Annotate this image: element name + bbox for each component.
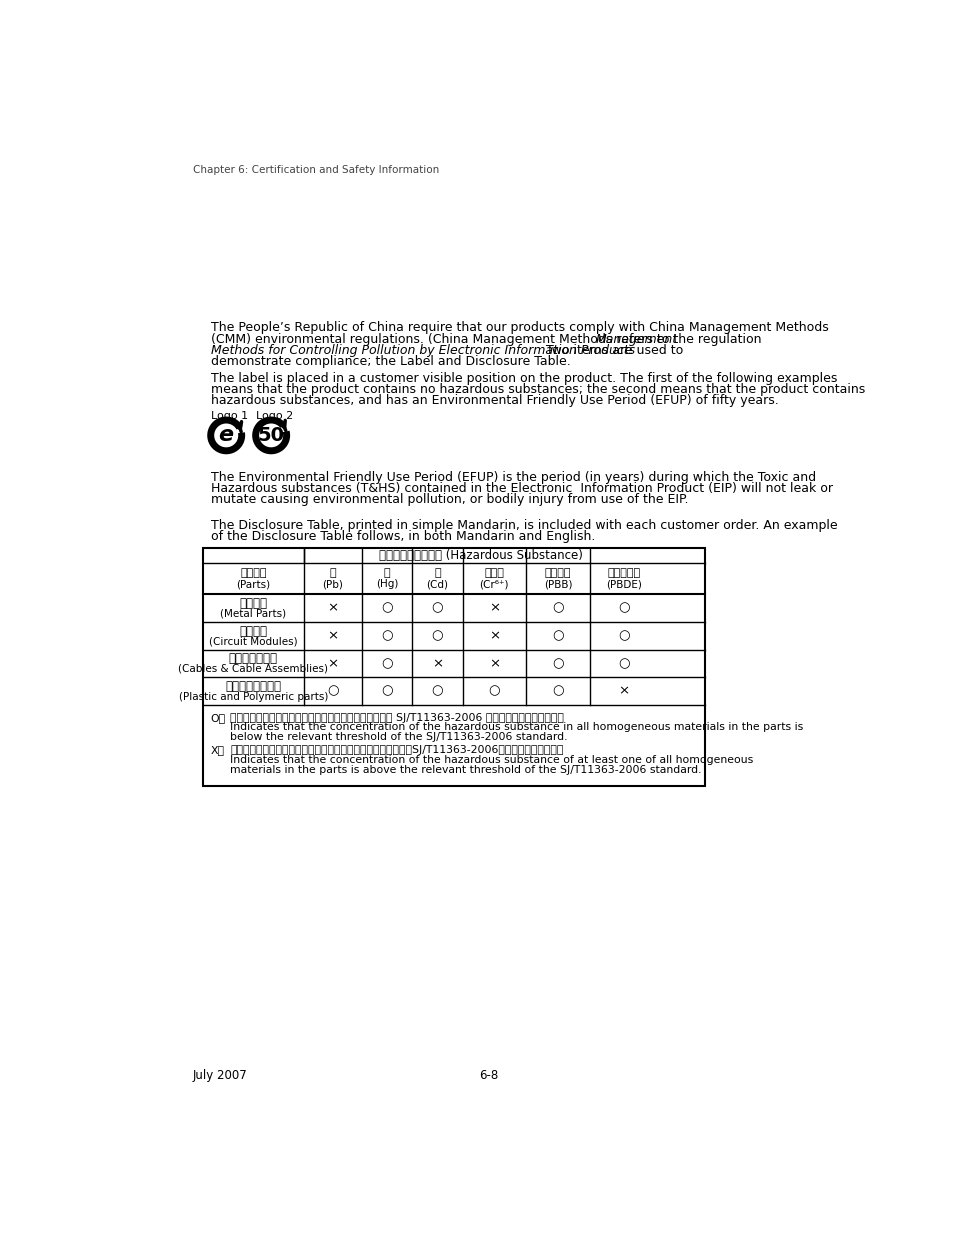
Text: 有毒有害物质或元素 (Hazardous Substance): 有毒有害物质或元素 (Hazardous Substance) — [379, 550, 582, 562]
Text: ○: ○ — [431, 684, 443, 698]
Text: Hazardous substances (T&HS) contained in the Electronic  Information Product (EI: Hazardous substances (T&HS) contained in… — [211, 482, 832, 495]
Text: (Hg): (Hg) — [375, 579, 397, 589]
Text: 表示该有毒有害物质在该部件所有均质材料中的含量均在 SJ/T11363-2006 标准规定的限量要求以下。: 表示该有毒有害物质在该部件所有均质材料中的含量均在 SJ/T11363-2006… — [230, 713, 563, 722]
Text: mutate causing environmental pollution, or bodily injury from use of the EIP.: mutate causing environmental pollution, … — [211, 493, 687, 506]
Text: ○: ○ — [552, 684, 563, 698]
Text: Indicates that the concentration of the hazardous substance in all homogeneous m: Indicates that the concentration of the … — [230, 722, 802, 732]
Text: (Cables & Cable Assemblies): (Cables & Cable Assemblies) — [178, 664, 328, 674]
Text: ○: ○ — [552, 629, 563, 642]
Text: The Environmental Friendly Use Period (EFUP) is the period (in years) during whi: The Environmental Friendly Use Period (E… — [211, 471, 815, 484]
Text: ×: × — [488, 601, 499, 615]
Text: 多渴二苯醜: 多渴二苯醜 — [607, 568, 640, 578]
Text: below the relevant threshold of the SJ/T11363‐2006 standard.: below the relevant threshold of the SJ/T… — [230, 732, 567, 742]
Text: 6-8: 6-8 — [478, 1070, 498, 1082]
Text: ○: ○ — [381, 684, 393, 698]
Text: Indicates that the concentration of the hazardous substance of at least one of a: Indicates that the concentration of the … — [230, 755, 753, 764]
Text: ○: ○ — [552, 601, 563, 615]
Text: Management: Management — [596, 332, 678, 346]
Text: (Cr⁶⁺): (Cr⁶⁺) — [479, 579, 509, 589]
Text: 电路模块: 电路模块 — [239, 625, 267, 637]
Text: (Circuit Modules): (Circuit Modules) — [209, 636, 297, 646]
Text: hazardous substances, and has an Environmental Friendly Use Period (EFUP) of fif: hazardous substances, and has an Environ… — [211, 394, 778, 408]
Text: (PBDE): (PBDE) — [605, 579, 641, 589]
Text: Logo 2: Logo 2 — [255, 411, 293, 421]
Text: The label is placed in a customer visible position on the product. The first of : The label is placed in a customer visibl… — [211, 372, 836, 384]
Text: (Metal Parts): (Metal Parts) — [220, 609, 286, 619]
Text: July 2007: July 2007 — [193, 1070, 248, 1082]
Text: 六价钓: 六价钓 — [484, 568, 504, 578]
Text: ×: × — [488, 657, 499, 669]
Text: (Plastic and Polymeric parts): (Plastic and Polymeric parts) — [178, 692, 328, 701]
Text: 表示该有毒有害物质至少在该部件的某一均质材料中的含量超出SJ/T11363-2006标准规定的限量要求。: 表示该有毒有害物质至少在该部件的某一均质材料中的含量超出SJ/T11363-20… — [230, 746, 563, 756]
Text: Logo 1: Logo 1 — [211, 411, 248, 421]
Text: ○: ○ — [381, 657, 393, 669]
Text: 塑料和聚合物部件: 塑料和聚合物部件 — [225, 680, 281, 693]
Text: materials in the parts is above the relevant threshold of the SJ/T11363‐2006 sta: materials in the parts is above the rele… — [230, 764, 700, 774]
Text: Chapter 6: Certification and Safety Information: Chapter 6: Certification and Safety Info… — [193, 165, 438, 175]
Text: 醓: 醓 — [329, 568, 335, 578]
Text: Two items are used to: Two items are used to — [542, 343, 683, 357]
Text: ○: ○ — [488, 684, 499, 698]
Text: ○: ○ — [552, 657, 563, 669]
Text: ×: × — [618, 684, 629, 698]
Text: 金属部件: 金属部件 — [239, 597, 267, 610]
Text: (Parts): (Parts) — [236, 579, 270, 589]
Text: ○: ○ — [327, 684, 338, 698]
Text: ×: × — [327, 601, 338, 615]
Text: e: e — [218, 425, 233, 446]
Text: 部件名称: 部件名称 — [240, 568, 266, 578]
Text: The People’s Republic of China require that our products comply with China Manag: The People’s Republic of China require t… — [211, 321, 827, 335]
Text: ×: × — [327, 657, 338, 669]
Text: ×: × — [488, 629, 499, 642]
Text: 钓: 钓 — [434, 568, 440, 578]
Text: 电缆及电缆组件: 电缆及电缆组件 — [229, 652, 277, 666]
Text: of the Disclosure Table follows, in both Mandarin and English.: of the Disclosure Table follows, in both… — [211, 530, 595, 543]
Text: demonstrate compliance; the Label and Disclosure Table.: demonstrate compliance; the Label and Di… — [211, 354, 570, 368]
Text: ○: ○ — [618, 601, 629, 615]
Text: means that the product contains no hazardous substances; the second means that t: means that the product contains no hazar… — [211, 383, 864, 396]
Text: The Disclosure Table, printed in simple Mandarin, is included with each customer: The Disclosure Table, printed in simple … — [211, 519, 837, 532]
Text: O：: O： — [211, 713, 226, 722]
Text: ○: ○ — [618, 629, 629, 642]
Text: 50: 50 — [257, 426, 284, 445]
Text: ○: ○ — [381, 629, 393, 642]
Text: ○: ○ — [431, 601, 443, 615]
Text: (PBB): (PBB) — [543, 579, 572, 589]
Text: ×: × — [327, 629, 338, 642]
Text: 多渴联苯: 多渴联苯 — [544, 568, 571, 578]
Text: ○: ○ — [381, 601, 393, 615]
Text: ×: × — [432, 657, 442, 669]
Bar — [203, 548, 704, 785]
Text: (CMM) environmental regulations. (China Management Methods refers to the regulat: (CMM) environmental regulations. (China … — [211, 332, 764, 346]
Text: X：: X： — [211, 746, 225, 756]
Text: 汞: 汞 — [383, 568, 390, 578]
Text: ○: ○ — [618, 657, 629, 669]
Text: ○: ○ — [431, 629, 443, 642]
Text: (Pb): (Pb) — [322, 579, 343, 589]
Text: (Cd): (Cd) — [426, 579, 448, 589]
Text: Methods for Controlling Pollution by Electronic Information Products: Methods for Controlling Pollution by Ele… — [211, 343, 634, 357]
